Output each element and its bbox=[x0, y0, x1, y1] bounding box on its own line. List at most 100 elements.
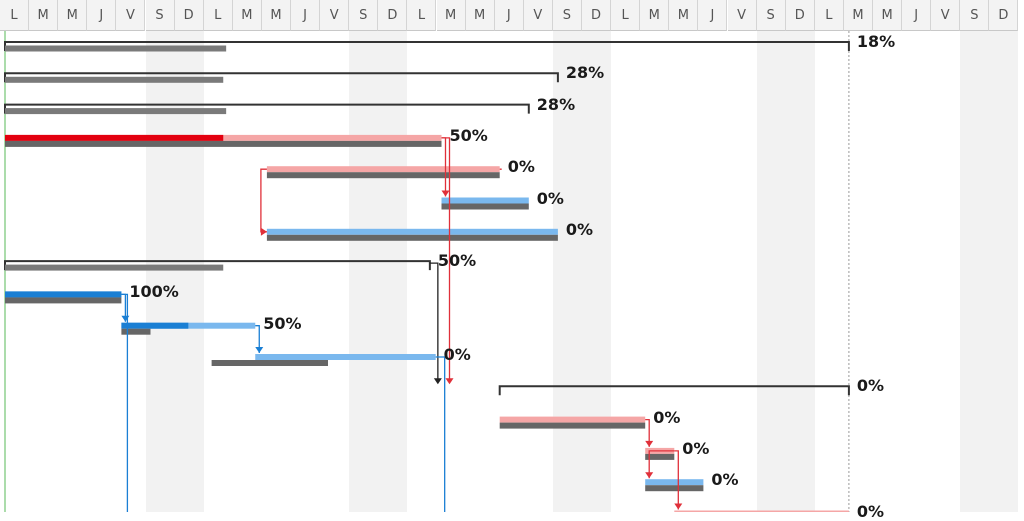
task-percent-label: 50% bbox=[263, 313, 302, 333]
task-percent-label: 0% bbox=[856, 501, 885, 521]
link-arrowhead bbox=[441, 190, 450, 197]
task-percent-label: 50% bbox=[449, 125, 488, 145]
day-header-cell: M bbox=[669, 0, 699, 31]
day-header-cell: J bbox=[291, 0, 321, 31]
link-arrowhead bbox=[674, 503, 683, 510]
baseline-bar bbox=[121, 328, 151, 335]
day-header-cell: M bbox=[640, 0, 670, 31]
day-header-cell: L bbox=[814, 0, 844, 31]
day-header-cell: D bbox=[989, 0, 1019, 31]
task-bar bbox=[441, 197, 529, 204]
task-percent-label: 0% bbox=[565, 219, 594, 239]
baseline-bar bbox=[499, 422, 646, 429]
task-bar bbox=[266, 166, 500, 173]
day-header-cell: V bbox=[116, 0, 146, 31]
task-bar bbox=[674, 510, 849, 512]
day-header-cell: J bbox=[494, 0, 524, 31]
weekend-band bbox=[785, 31, 815, 512]
summary-baseline-bar bbox=[5, 264, 224, 271]
task-percent-label: 0% bbox=[682, 438, 710, 458]
weekend-band bbox=[960, 31, 990, 512]
day-header-cell: M bbox=[232, 0, 262, 31]
day-header-cell: S bbox=[552, 0, 582, 31]
task-percent-label: 28% bbox=[565, 63, 605, 83]
day-header-cell: M bbox=[843, 0, 873, 31]
baseline-bar bbox=[266, 234, 558, 241]
link-arrowhead bbox=[121, 315, 130, 322]
dependency-link bbox=[441, 137, 451, 383]
day-header-cell: J bbox=[902, 0, 932, 31]
day-header-cell: S bbox=[145, 0, 175, 31]
link-arrowhead bbox=[645, 440, 654, 447]
link-arrowhead bbox=[255, 347, 264, 353]
task-progress-bar bbox=[5, 291, 122, 298]
weekend-band bbox=[582, 31, 612, 512]
day-header-cell: S bbox=[756, 0, 786, 31]
task-progress-bar bbox=[121, 322, 189, 329]
day-header-cell: M bbox=[465, 0, 495, 31]
day-header-cell: D bbox=[378, 0, 408, 31]
dependency-link bbox=[429, 262, 439, 383]
task-bar bbox=[266, 228, 558, 235]
weekend-band bbox=[552, 31, 582, 512]
baseline-bar bbox=[266, 172, 500, 179]
day-header-cell: D bbox=[174, 0, 204, 31]
task-percent-label: 50% bbox=[437, 251, 477, 271]
day-header-cell: V bbox=[727, 0, 757, 31]
task-percent-label: 0% bbox=[536, 188, 564, 208]
task-percent-label: 0% bbox=[443, 345, 471, 364]
day-header-cell: L bbox=[407, 0, 437, 31]
day-header-cell: V bbox=[523, 0, 553, 31]
summary-baseline-bar bbox=[5, 45, 227, 52]
day-header-cell: L bbox=[0, 0, 30, 31]
day-header-cell: V bbox=[931, 0, 961, 31]
weekend-band bbox=[378, 31, 408, 512]
task-percent-label: 0% bbox=[856, 376, 885, 396]
day-header-cell: V bbox=[320, 0, 350, 31]
day-header-cell: J bbox=[87, 0, 117, 31]
day-header-cell: J bbox=[698, 0, 728, 31]
task-percent-label: 18% bbox=[856, 32, 896, 51]
day-header-cell: M bbox=[873, 0, 903, 31]
baseline-bar bbox=[645, 453, 675, 460]
day-header-cell: D bbox=[582, 0, 612, 31]
day-header-cell: M bbox=[436, 0, 466, 31]
task-percent-label: 0% bbox=[507, 157, 535, 177]
link-arrowhead bbox=[433, 378, 442, 385]
task-percent-label: 100% bbox=[129, 282, 179, 302]
day-header-cell: L bbox=[611, 0, 641, 31]
dependency-link bbox=[648, 450, 675, 479]
baseline-bar bbox=[5, 140, 442, 147]
day-header-cell: D bbox=[785, 0, 815, 31]
baseline-bar bbox=[211, 360, 329, 366]
task-bar bbox=[645, 479, 704, 486]
link-arrowhead bbox=[645, 472, 654, 479]
task-percent-label: 28% bbox=[536, 94, 576, 114]
task-percent-label: 0% bbox=[711, 470, 739, 490]
baseline-bar bbox=[441, 203, 529, 210]
weekend-band bbox=[756, 31, 786, 512]
day-header-cell: L bbox=[203, 0, 233, 31]
summary-bar bbox=[498, 385, 850, 396]
link-arrowhead bbox=[260, 227, 267, 236]
task-bar bbox=[255, 354, 436, 360]
day-header-cell: S bbox=[349, 0, 379, 31]
dependency-link bbox=[674, 450, 679, 510]
weekend-band bbox=[349, 31, 379, 512]
dependency-link bbox=[121, 293, 129, 512]
day-header-cell: M bbox=[58, 0, 88, 31]
baseline-bar bbox=[5, 297, 122, 304]
task-percent-label: 0% bbox=[653, 407, 681, 427]
day-header-cell: S bbox=[960, 0, 990, 31]
task-bar bbox=[121, 322, 256, 329]
day-header-cell: M bbox=[261, 0, 291, 31]
task-progress-bar bbox=[5, 134, 224, 141]
baseline-bar bbox=[645, 485, 704, 492]
summary-baseline-bar bbox=[5, 76, 224, 83]
task-bar bbox=[499, 416, 646, 423]
link-arrowhead bbox=[445, 378, 454, 385]
weekend-band bbox=[989, 31, 1019, 512]
dependency-link bbox=[435, 356, 446, 512]
